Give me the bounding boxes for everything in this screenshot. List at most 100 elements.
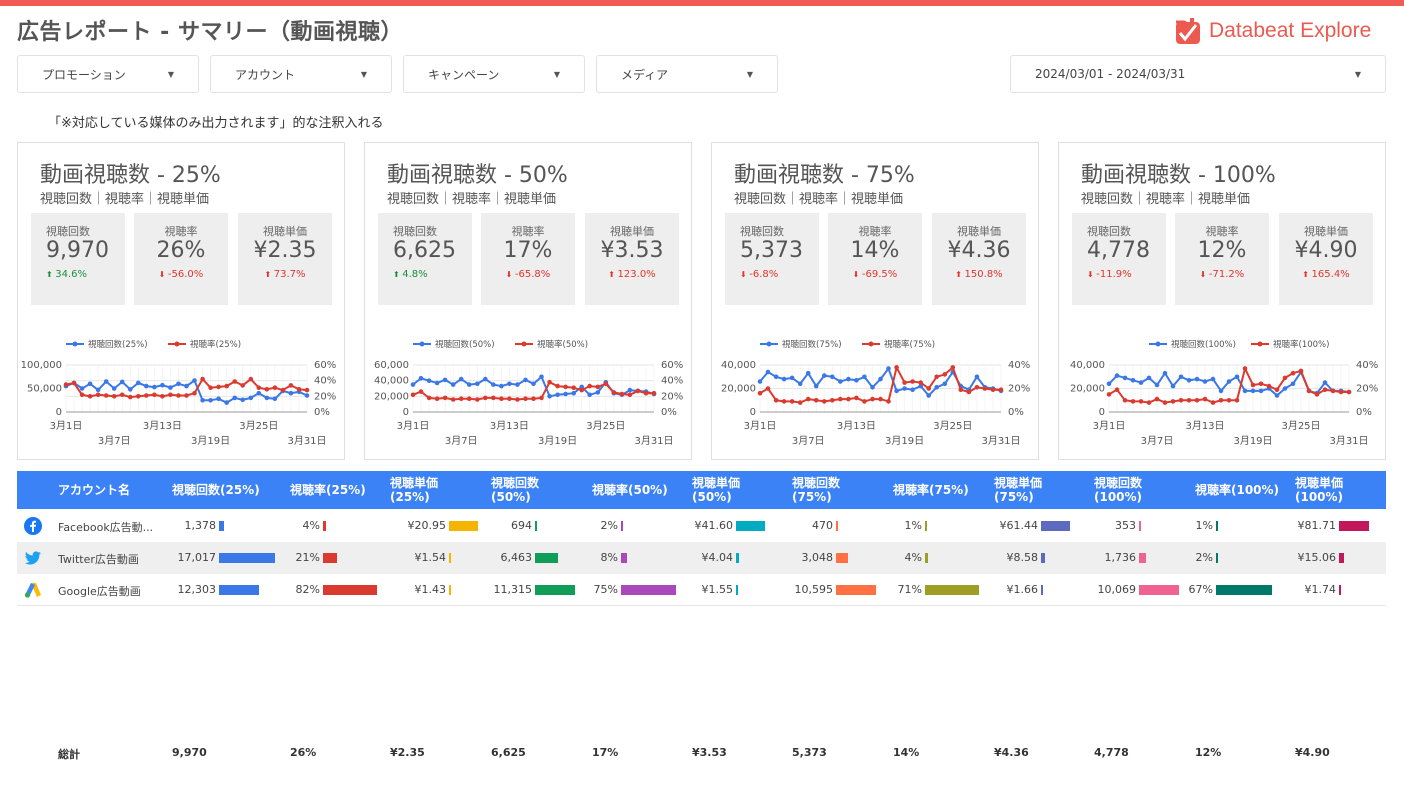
table-row[interactable]: Google広告動画 12,303 82% ¥1.43 11,315 75% ¥1.55 10… [17,574,1386,606]
kpi-tile: 視聴率 26% ⬇ -56.0% [134,213,228,305]
column-header[interactable]: 視聴率(100%) [1195,483,1280,497]
cell-bar [736,553,739,563]
data-point [1250,388,1256,394]
cell-bar [1216,585,1272,595]
column-header[interactable]: アカウント名 [58,483,131,497]
column-header[interactable]: 視聴率(50%) [592,483,668,497]
chevron-down-icon: ▼ [360,69,367,79]
kpi-delta: ⬆ 73.7% [238,269,332,280]
y-right-tick: 60% [661,360,683,371]
arrow-up-icon: ⬆ [608,270,618,279]
cell-value: 10,595 [794,583,834,596]
y-left-tick: 20,000 [1070,384,1105,395]
cell-value: ¥15.06 [1297,551,1337,564]
kpi-tile: 視聴単価 ¥4.36 ⬆ 150.8% [932,213,1026,305]
column-header[interactable]: 視聴率(25%) [290,483,366,497]
y-right-tick: 20% [1356,384,1378,395]
x-tick: 3月31日 [634,435,673,447]
data-point [846,396,851,402]
column-header[interactable]: 視聴単価 (100%) [1295,476,1344,504]
data-point [1186,398,1192,403]
data-point [1290,370,1296,376]
kpi-label: 視聴回数 [1087,225,1131,238]
data-point [1306,388,1312,394]
data-point [571,385,576,390]
data-point [1330,388,1336,394]
data-point [531,396,536,401]
column-header[interactable]: 視聴単価 (25%) [390,476,439,504]
chevron-down-icon: ▼ [553,69,560,79]
column-header[interactable]: 視聴回数 (100%) [1094,476,1143,504]
kpi-delta-value: -71.2% [1208,269,1245,280]
data-point [838,396,843,402]
data-point [781,376,787,382]
filter-media[interactable]: メディア ▼ [596,55,778,93]
data-point [232,395,237,401]
data-point [926,393,931,398]
data-point [1242,366,1248,371]
card-subtitle: 視聴回数｜視聴率｜視聴単価 [40,192,210,207]
total-value: 5,373 [792,746,827,759]
data-point [296,387,302,392]
table-row[interactable]: Facebook広告動... 1,378 4% ¥20.95 694 2% ¥41.60 47… [17,510,1386,542]
data-point [168,385,173,390]
metric-card: 動画視聴数 - 100% 視聴回数｜視聴率｜視聴単価 視聴回数 4,778 ⬇ -11.… [1058,142,1386,460]
filter-campaign[interactable]: キャンペーン ▼ [403,55,585,93]
data-point [571,390,576,396]
cell-value: 1% [1195,519,1213,532]
data-point [942,381,948,387]
data-point [1250,382,1256,388]
data-point [1274,387,1280,392]
data-point [1282,386,1288,391]
data-point [119,392,125,398]
filter-promotion[interactable]: プロモーション ▼ [17,55,199,93]
kpi-tile: 視聴率 12% ⬇ -71.2% [1175,213,1269,305]
account-name[interactable]: Google広告動画 [58,585,141,598]
filter-account[interactable]: アカウント ▼ [210,55,392,93]
table-row[interactable]: Twitter広告動画 17,017 21% ¥1.54 6,463 8% ¥4.04 3,0… [17,542,1386,574]
x-tick: 3月25日 [586,420,625,432]
column-header[interactable]: 視聴回数 (75%) [792,476,841,504]
kpi-tile: 視聴回数 9,970 ⬆ 34.6% [31,213,125,305]
kpi-delta-value: -11.9% [1096,269,1132,280]
cell-bar [1041,553,1046,563]
cell-value: ¥1.74 [1304,583,1337,596]
data-point [103,393,109,398]
data-point [192,390,197,396]
cell-value: 2% [600,519,618,532]
column-header[interactable]: 視聴回数 (50%) [491,476,540,504]
data-point [256,385,262,390]
x-tick: 3月13日 [490,420,529,432]
data-point [1130,378,1136,383]
arrow-down-icon: ⬇ [1087,270,1097,279]
cell-bar [621,521,623,531]
annotation-note: 「※対応している媒体のみ出力されます」的な注釈入れる [48,116,384,131]
cell-value: ¥1.55 [701,583,734,596]
data-point [1154,382,1160,388]
y-right-tick: 0% [1008,407,1024,418]
account-name[interactable]: Twitter広告動画 [58,553,139,566]
google-ads-icon [24,581,42,599]
data-point [152,392,157,398]
data-point [862,399,867,404]
x-tick: 3月19日 [191,435,230,447]
date-range-picker[interactable]: 2024/03/01 - 2024/03/31 ▼ [1010,55,1386,93]
total-value: ¥4.90 [1295,746,1330,759]
data-point [1322,387,1328,392]
data-point [902,380,907,385]
column-header[interactable]: 視聴回数(25%) [172,483,260,497]
data-point [934,385,939,390]
data-point [958,387,964,392]
kpi-label: 視聴単価 [610,225,654,238]
legend-views: 視聴回数(25%) [88,339,148,350]
kpi-delta-value: -56.0% [167,269,204,280]
data-point [136,380,141,386]
column-header[interactable]: 視聴率(75%) [893,483,969,497]
cell-bar [836,585,876,595]
data-point [1234,374,1240,380]
data-point [934,374,939,380]
column-header[interactable]: 視聴単価 (50%) [692,476,741,504]
column-header[interactable]: 視聴単価 (75%) [994,476,1043,504]
account-name[interactable]: Facebook広告動... [58,521,154,534]
data-point [434,380,440,386]
